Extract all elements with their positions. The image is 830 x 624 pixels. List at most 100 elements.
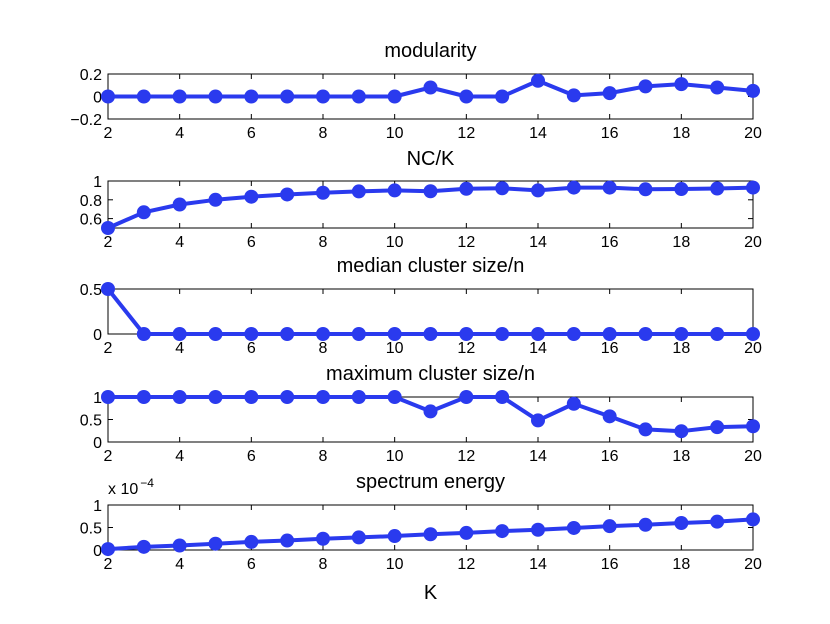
- y-tick-label: 0.8: [80, 193, 102, 210]
- subplot-title: spectrum energy: [356, 471, 505, 493]
- data-point: [674, 77, 689, 92]
- x-tick-label: 14: [529, 125, 547, 142]
- data-point: [316, 531, 330, 546]
- x-tick-label: 14: [529, 448, 547, 465]
- data-point: [602, 180, 617, 195]
- data-point: [101, 390, 115, 404]
- x-tick-label: 10: [386, 125, 404, 142]
- x-tick-label: 14: [529, 556, 547, 573]
- data-point: [531, 413, 545, 428]
- data-point: [602, 409, 617, 424]
- data-point: [674, 327, 689, 341]
- y-tick-label: 0.5: [80, 413, 102, 430]
- data-point: [602, 86, 617, 101]
- data-point: [566, 88, 581, 103]
- data-point: [387, 529, 402, 544]
- data-point: [280, 327, 295, 341]
- x-tick-label: 2: [104, 234, 113, 251]
- data-point: [208, 327, 223, 341]
- data-point: [710, 181, 725, 196]
- data-point: [423, 327, 438, 341]
- data-point: [459, 525, 474, 540]
- subplot-3: median cluster size/n 2 4 6 8 10 12 14 16 18 20 0 0.…: [80, 255, 762, 357]
- data-point: [316, 89, 330, 104]
- x-tick-label: 4: [175, 340, 184, 357]
- data-point: [423, 527, 438, 542]
- y-tick-label: 1: [93, 174, 102, 191]
- x-tick-label: 6: [247, 340, 256, 357]
- data-point: [674, 424, 689, 439]
- data-point: [136, 539, 151, 554]
- x-tick-label: 2: [104, 340, 113, 357]
- data-point: [638, 182, 653, 197]
- data-point: [280, 533, 295, 548]
- x-tick-label: 16: [601, 234, 619, 251]
- axis-scale-label: x 10 −4: [108, 476, 154, 498]
- x-tick-label: 6: [247, 448, 256, 465]
- y-tick-label: 0.2: [80, 67, 102, 84]
- x-tick-label: 14: [529, 234, 547, 251]
- x-tick-label: 2: [104, 556, 113, 573]
- y-tick-label: 0: [93, 543, 102, 560]
- data-point: [387, 89, 402, 104]
- subplot-title: median cluster size/n: [337, 255, 525, 277]
- data-point: [710, 80, 725, 95]
- x-tick-label: 10: [386, 448, 404, 465]
- data-point: [746, 83, 760, 98]
- data-point: [638, 327, 653, 341]
- data-point: [172, 390, 187, 404]
- data-point: [351, 184, 366, 199]
- x-tick-label: 6: [247, 556, 256, 573]
- x-tick-label: 12: [457, 234, 475, 251]
- axes-frame: [107, 288, 754, 335]
- data-point: [387, 327, 402, 341]
- x-tick-label: 8: [319, 448, 328, 465]
- data-point: [280, 187, 295, 202]
- data-point: [280, 89, 295, 104]
- x-tick-label: 8: [319, 234, 328, 251]
- data-point: [674, 181, 689, 196]
- data-point: [280, 390, 295, 404]
- data-point: [531, 73, 545, 88]
- scale-base: x 10: [108, 481, 138, 498]
- data-point: [136, 327, 151, 341]
- data-point: [423, 404, 438, 419]
- data-point: [674, 516, 689, 530]
- x-tick-label: 20: [744, 556, 762, 573]
- data-point: [244, 390, 259, 404]
- data-point: [566, 180, 581, 195]
- data-point: [208, 89, 223, 104]
- subplot-title: maximum cluster size/n: [326, 363, 535, 385]
- subplot-title: NC/K: [407, 148, 455, 170]
- y-tick-label: 0: [93, 327, 102, 344]
- x-tick-label: 10: [386, 556, 404, 573]
- data-point: [602, 327, 617, 341]
- x-tick-label: 16: [601, 125, 619, 142]
- data-point: [638, 79, 653, 94]
- x-tick-label: 8: [319, 125, 328, 142]
- y-tick-label: 0.6: [80, 212, 102, 229]
- data-point: [531, 183, 545, 198]
- subplot-title: modularity: [384, 40, 476, 62]
- data-point: [244, 534, 259, 549]
- data-point: [495, 524, 510, 539]
- data-point: [387, 183, 402, 198]
- data-point: [172, 89, 187, 104]
- data-point: [459, 390, 474, 404]
- x-tick-label: 8: [319, 556, 328, 573]
- data-point: [172, 197, 187, 212]
- subplot-5: spectrum energy 2 4 6 8 10 12 14 16 18 20 0 0.5 1 x 10…: [80, 471, 762, 604]
- data-point: [101, 221, 115, 235]
- data-point: [208, 192, 223, 207]
- data-point: [495, 327, 510, 341]
- x-tick-label: 2: [104, 125, 113, 142]
- x-tick-label: 10: [386, 234, 404, 251]
- y-tick-label: 0.5: [80, 282, 102, 299]
- x-tick-label: 4: [175, 448, 184, 465]
- x-tick-label: 20: [744, 340, 762, 357]
- y-tick-label: −0.2: [70, 112, 102, 129]
- data-point: [746, 512, 760, 527]
- x-tick-label: 18: [672, 234, 690, 251]
- subplot-4: maximum cluster size/n 2 4 6 8 10 12 14 16 18 20 0 0…: [80, 363, 762, 465]
